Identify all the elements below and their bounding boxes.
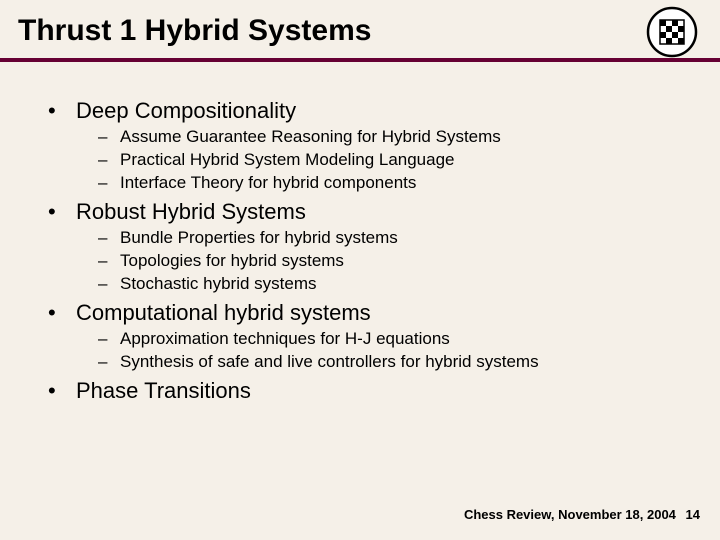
sub-bullet-item: – Stochastic hybrid systems (98, 273, 720, 296)
page-number: 14 (686, 507, 700, 522)
sub-bullet-label: Practical Hybrid System Modeling Languag… (120, 149, 455, 172)
slide-footer: Chess Review, November 18, 2004 14 (464, 507, 700, 522)
dash-marker: – (98, 172, 120, 195)
sub-bullet-item: – Bundle Properties for hybrid systems (98, 227, 720, 250)
dash-marker: – (98, 126, 120, 149)
sub-bullet-label: Stochastic hybrid systems (120, 273, 317, 296)
dash-marker: – (98, 250, 120, 273)
sub-bullet-label: Topologies for hybrid systems (120, 250, 344, 273)
sub-list: – Approximation techniques for H-J equat… (98, 328, 720, 374)
bullet-label: Computational hybrid systems (76, 300, 371, 326)
sub-list: – Bundle Properties for hybrid systems –… (98, 227, 720, 296)
bullet-marker: • (48, 199, 76, 225)
sub-bullet-item: – Interface Theory for hybrid components (98, 172, 720, 195)
sub-bullet-label: Interface Theory for hybrid components (120, 172, 416, 195)
bullet-item: • Computational hybrid systems (48, 300, 720, 326)
bullet-label: Phase Transitions (76, 378, 251, 404)
bullet-marker: • (48, 378, 76, 404)
dash-marker: – (98, 328, 120, 351)
footer-text: Chess Review, November 18, 2004 (464, 507, 676, 522)
bullet-label: Deep Compositionality (76, 98, 296, 124)
bullet-label: Robust Hybrid Systems (76, 199, 306, 225)
bullet-item: • Phase Transitions (48, 378, 720, 404)
bullet-item: • Robust Hybrid Systems (48, 199, 720, 225)
slide-header: Thrust 1 Hybrid Systems (0, 0, 720, 48)
dash-marker: – (98, 149, 120, 172)
slide-title: Thrust 1 Hybrid Systems (18, 14, 720, 48)
chess-logo-icon (646, 6, 698, 63)
sub-bullet-label: Synthesis of safe and live controllers f… (120, 351, 539, 374)
sub-bullet-label: Approximation techniques for H-J equatio… (120, 328, 450, 351)
dash-marker: – (98, 227, 120, 250)
dash-marker: – (98, 351, 120, 374)
dash-marker: – (98, 273, 120, 296)
sub-bullet-item: – Topologies for hybrid systems (98, 250, 720, 273)
sub-bullet-item: – Synthesis of safe and live controllers… (98, 351, 720, 374)
sub-bullet-label: Assume Guarantee Reasoning for Hybrid Sy… (120, 126, 501, 149)
sub-bullet-item: – Assume Guarantee Reasoning for Hybrid … (98, 126, 720, 149)
sub-list: – Assume Guarantee Reasoning for Hybrid … (98, 126, 720, 195)
slide-body: • Deep Compositionality – Assume Guarant… (0, 62, 720, 404)
sub-bullet-item: – Practical Hybrid System Modeling Langu… (98, 149, 720, 172)
bullet-item: • Deep Compositionality (48, 98, 720, 124)
bullet-marker: • (48, 300, 76, 326)
sub-bullet-label: Bundle Properties for hybrid systems (120, 227, 398, 250)
bullet-marker: • (48, 98, 76, 124)
sub-bullet-item: – Approximation techniques for H-J equat… (98, 328, 720, 351)
